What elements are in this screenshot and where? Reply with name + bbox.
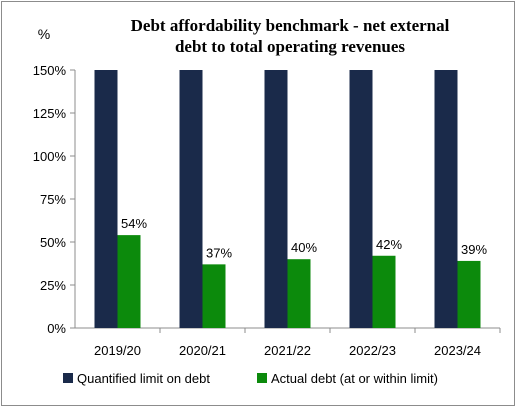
actual-data-label: 37% <box>206 245 232 260</box>
limit-bar <box>349 70 373 328</box>
chart-title-line-1: Debt affordability benchmark - net exter… <box>131 16 450 35</box>
actual-data-label: 54% <box>121 216 147 231</box>
actual-data-label: 39% <box>461 242 487 257</box>
bar-series <box>94 70 481 328</box>
y-axis-unit-label: % <box>38 26 50 42</box>
actual-data-label: 40% <box>291 240 317 255</box>
legend-label-actual: Actual debt (at or within limit) <box>271 371 438 386</box>
limit-bar <box>179 70 203 328</box>
limit-bar <box>94 70 118 328</box>
y-tick-label: 150% <box>33 63 67 78</box>
x-tick-label: 2019/20 <box>94 343 141 358</box>
actual-bar <box>202 264 226 328</box>
legend-label-limit: Quantified limit on debt <box>77 371 210 386</box>
actual-bar <box>372 255 396 328</box>
actual-bar <box>287 259 311 328</box>
x-tick-label: 2021/22 <box>264 343 311 358</box>
chart-axes: 0% 25% 50% 75% 100% 125% 150% 2019/20 2020/21 202… <box>33 63 501 358</box>
y-tick-label: 75% <box>40 192 66 207</box>
chart-legend: Quantified limit on debt Actual debt (at … <box>63 371 438 386</box>
legend-swatch-actual <box>257 373 267 383</box>
x-tick-label: 2022/23 <box>349 343 396 358</box>
limit-bar <box>264 70 288 328</box>
y-tick-label: 50% <box>40 235 66 250</box>
actual-bar <box>457 260 481 328</box>
actual-data-label: 42% <box>376 237 402 252</box>
chart-title-line-2: debt to total operating revenues <box>175 37 405 56</box>
x-tick-label: 2023/24 <box>434 343 481 358</box>
limit-bar <box>434 70 458 328</box>
legend-swatch-limit <box>63 373 73 383</box>
y-tick-label: 125% <box>33 106 67 121</box>
actual-bar <box>117 235 141 328</box>
data-labels: 54% 37% 40% 42% 39% <box>121 216 487 260</box>
y-tick-label: 25% <box>40 278 66 293</box>
x-tick-label: 2020/21 <box>179 343 226 358</box>
y-tick-label: 0% <box>47 321 66 336</box>
y-tick-label: 100% <box>33 149 67 164</box>
